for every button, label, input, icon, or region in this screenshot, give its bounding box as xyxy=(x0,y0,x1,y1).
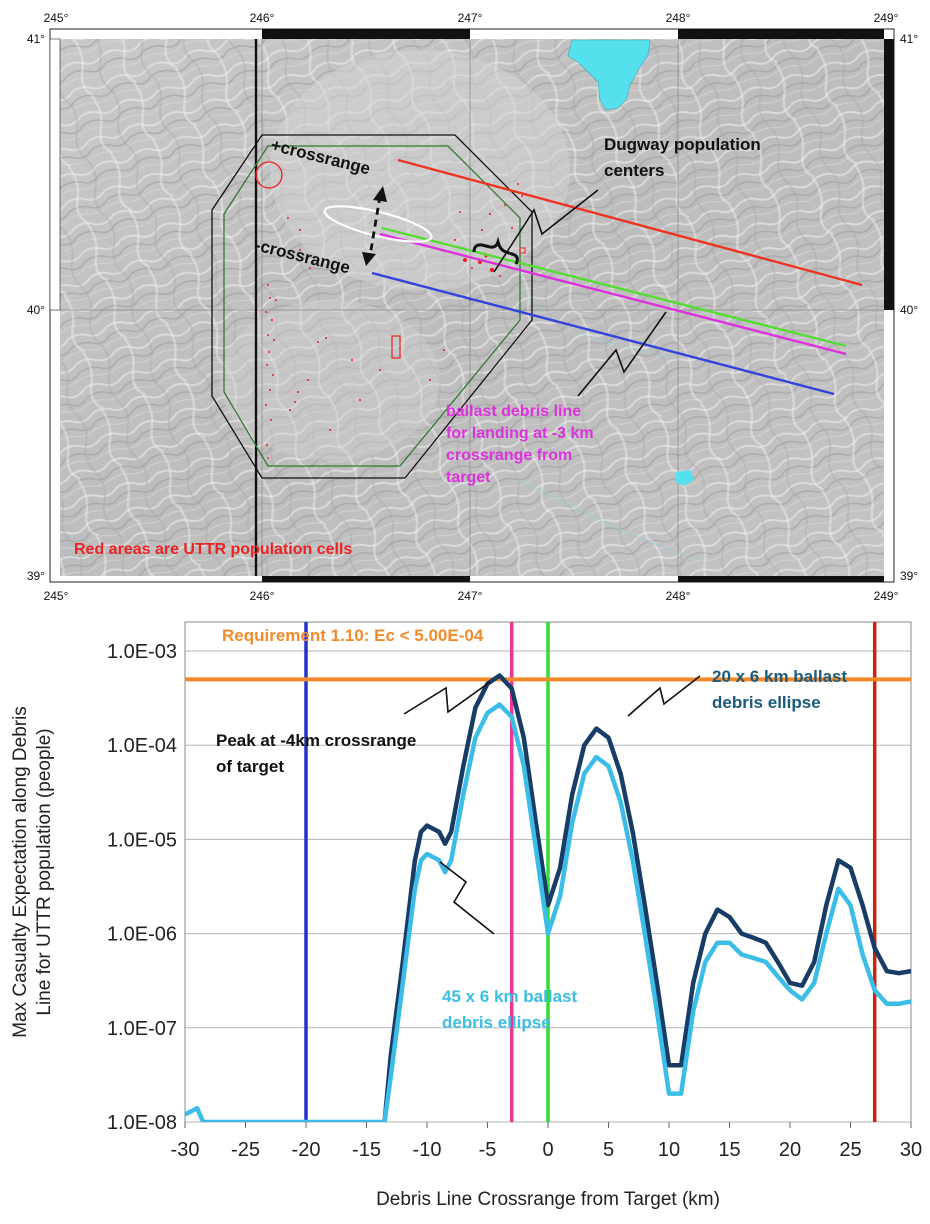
lat-label-left: 41° xyxy=(27,32,45,46)
map-lat-labels-left: 41° 40° 39° xyxy=(27,32,45,583)
y-tick-label: 1.0E-08 xyxy=(107,1112,177,1134)
light-series-label-line1: 45 x 6 km ballast xyxy=(442,987,577,1006)
debris-line-blue xyxy=(371,271,835,396)
map-lat-labels-right: 41° 40° 39° xyxy=(900,32,918,583)
x-tick-label: 20 xyxy=(779,1139,801,1161)
x-tick-label: 30 xyxy=(900,1139,922,1161)
map-panel: +crossrange -crossrange Dugway populatio… xyxy=(27,11,919,603)
debris-line-green xyxy=(381,226,847,348)
lon-label-bottom: 249° xyxy=(874,589,899,603)
crossrange-arrowhead-up xyxy=(373,186,387,202)
dark-series-label-line2: debris ellipse xyxy=(712,693,821,712)
small-lake xyxy=(676,470,694,486)
lon-label-bottom: 246° xyxy=(250,589,275,603)
x-axis-label: Debris Line Crossrange from Target (km) xyxy=(376,1189,720,1210)
y-axis-label-line2: Line for UTTR population (people) xyxy=(34,728,55,1015)
lat-label-right: 40° xyxy=(900,303,918,317)
x-tick-label: -25 xyxy=(231,1139,260,1161)
salt-flat-2 xyxy=(220,300,440,460)
ballast-label-line3: crossrange from xyxy=(446,447,572,464)
lon-label-bottom: 245° xyxy=(44,589,69,603)
lon-label-top: 249° xyxy=(874,11,899,25)
light-series-connector xyxy=(439,861,495,935)
border-bottom-b xyxy=(678,576,884,582)
lat-label-left: 39° xyxy=(27,569,45,583)
lon-label-top: 245° xyxy=(44,11,69,25)
x-tick-label: -5 xyxy=(479,1139,497,1161)
y-tick-label: 1.0E-06 xyxy=(107,924,177,946)
series-line-45x6 xyxy=(185,702,911,1122)
x-tick-label: 5 xyxy=(603,1139,614,1161)
target-circle xyxy=(255,161,283,189)
octagon-inner xyxy=(223,145,521,467)
octagon-outer xyxy=(211,134,533,479)
x-tick-label: -30 xyxy=(171,1139,200,1161)
y-tick-label: 1.0E-03 xyxy=(107,641,177,663)
y-tick-label: 1.0E-07 xyxy=(107,1018,177,1040)
lon-label-top: 247° xyxy=(458,11,483,25)
dugway-label-line1: Dugway population xyxy=(604,135,761,154)
x-tick-label: 25 xyxy=(839,1139,861,1161)
border-top-a xyxy=(262,29,470,39)
lat-label-left: 40° xyxy=(27,303,45,317)
ballast-label-line4: target xyxy=(446,469,491,486)
map-lon-labels-top: 245° 246° 247° 248° 249° xyxy=(44,11,899,25)
border-left-a xyxy=(49,38,61,311)
peak-connector xyxy=(403,681,491,715)
population-brace xyxy=(472,236,519,265)
great-salt-lake xyxy=(567,39,651,111)
x-tick-label: 15 xyxy=(718,1139,740,1161)
crossrange-arrowhead-down xyxy=(362,252,376,266)
lat-label-right: 39° xyxy=(900,569,918,583)
river-2 xyxy=(519,479,701,561)
dark-series-connector xyxy=(627,675,701,717)
border-top-b xyxy=(678,29,884,39)
x-tick-label: 10 xyxy=(658,1139,680,1161)
debris-ellipse xyxy=(323,205,433,243)
dugway-label-line2: centers xyxy=(604,161,664,180)
lon-label-top: 246° xyxy=(250,11,275,25)
x-tick-label: -10 xyxy=(413,1139,442,1161)
dugway-connector xyxy=(493,189,599,273)
dark-series-label-line1: 20 x 6 km ballast xyxy=(712,667,847,686)
series-line-20x6 xyxy=(382,673,911,1122)
ballast-label-line2: for landing at -3 km xyxy=(446,425,594,442)
y-tick-label: 1.0E-04 xyxy=(107,735,177,757)
debris-line-magenta xyxy=(379,232,847,356)
lon-label-bottom: 247° xyxy=(458,589,483,603)
population-rect xyxy=(391,335,401,359)
border-right-a xyxy=(884,39,894,310)
peak-label-line2: of target xyxy=(216,757,284,776)
lon-label-bottom: 248° xyxy=(666,589,691,603)
ballast-connector xyxy=(577,311,667,397)
requirement-label: Requirement 1.10: Ec < 5.00E-04 xyxy=(222,626,484,645)
border-bottom-a xyxy=(262,576,470,582)
red-areas-label: Red areas are UTTR population cells xyxy=(74,541,352,558)
chart-panel: -30 -25 -20 -15 -10 -5 0 5 10 15 20 25 30 1.0E-03 1.0… xyxy=(10,621,922,1210)
lon-label-top: 248° xyxy=(666,11,691,25)
crossrange-arrow xyxy=(368,195,382,257)
y-tick-label: 1.0E-05 xyxy=(107,829,177,851)
peak-label-line1: Peak at -4km crossrange xyxy=(216,731,416,750)
salt-flat xyxy=(270,50,570,290)
light-series-label-line2: debris ellipse xyxy=(442,1013,551,1032)
x-tick-label: -20 xyxy=(292,1139,321,1161)
x-tick-label: 0 xyxy=(542,1139,553,1161)
y-axis-label-line1: Max Casualty Expectation along Debris xyxy=(10,706,31,1038)
x-tick-label: -15 xyxy=(352,1139,381,1161)
map-lon-labels-bottom: 245° 246° 247° 248° 249° xyxy=(44,589,899,603)
debris-line-red xyxy=(397,158,863,287)
ballast-label-line1: ballast debris line xyxy=(446,403,581,420)
river xyxy=(519,289,681,361)
lat-label-right: 41° xyxy=(900,32,918,46)
